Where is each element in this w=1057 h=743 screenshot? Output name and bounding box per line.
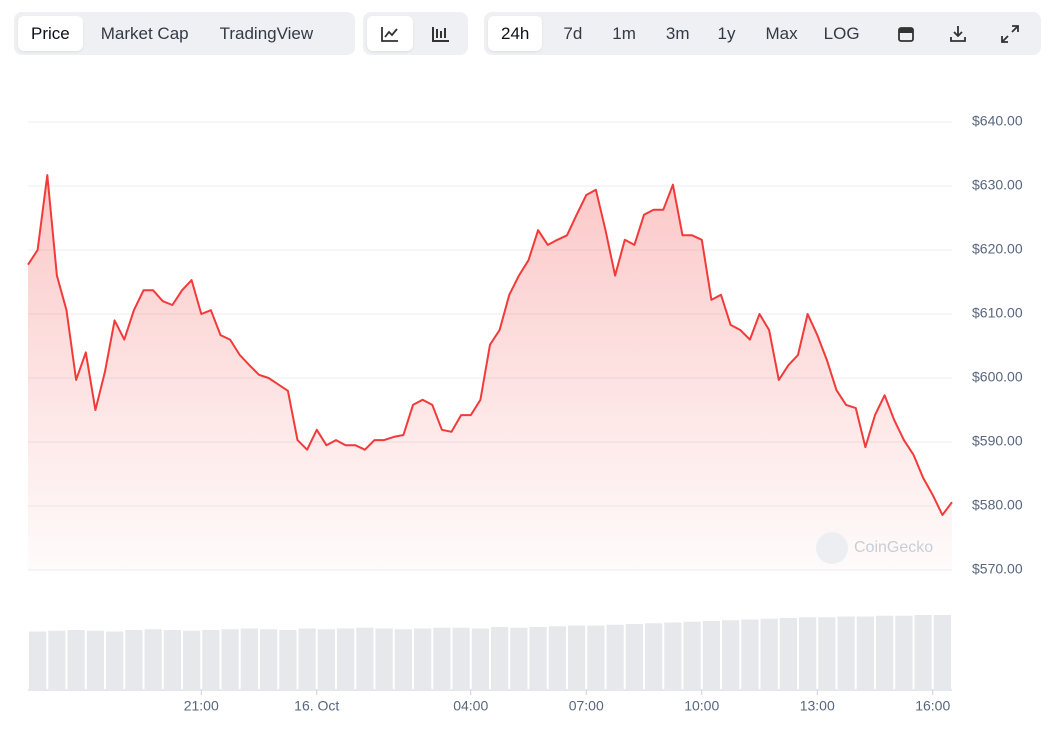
volume-bar bbox=[375, 628, 393, 690]
icon bbox=[1000, 24, 1019, 43]
watermark: CoinGecko bbox=[816, 532, 933, 564]
volume-bar bbox=[856, 616, 874, 690]
volume-bar bbox=[818, 617, 836, 690]
volume-bar bbox=[471, 628, 489, 690]
range-tabs: 24h 7d 1m 3m 1y Max LOG bbox=[484, 12, 1041, 55]
volume-bar bbox=[722, 620, 740, 690]
volume-bar bbox=[202, 630, 220, 690]
volume-bar bbox=[452, 627, 470, 690]
volume-bar bbox=[837, 616, 855, 690]
tab[interactable]: Market Cap bbox=[100, 23, 189, 43]
line-icon[interactable] bbox=[367, 16, 413, 51]
chart-style bbox=[363, 12, 468, 55]
volume-bar bbox=[317, 629, 335, 690]
price-line bbox=[27, 174, 953, 516]
volume-bar bbox=[760, 618, 778, 690]
volume-bar bbox=[125, 630, 143, 690]
volume-bar bbox=[260, 629, 278, 690]
volume-bar bbox=[67, 630, 85, 690]
volume-bar bbox=[914, 615, 932, 690]
watermark-text: CoinGecko bbox=[854, 539, 933, 556]
x-tick-label: 13:00 bbox=[800, 698, 835, 714]
volume-bar bbox=[433, 627, 451, 690]
volume-bar bbox=[625, 624, 643, 690]
range[interactable]: 1m bbox=[612, 23, 636, 43]
range[interactable]: LOG bbox=[823, 23, 860, 43]
y-tick-label: $590.00 bbox=[972, 433, 1023, 449]
volume-bar bbox=[240, 628, 258, 690]
volume-bar bbox=[664, 622, 682, 690]
range[interactable]: 3m bbox=[665, 23, 690, 43]
volume-bar bbox=[741, 619, 759, 690]
volume-bar bbox=[933, 615, 951, 690]
x-tick-label: 04:00 bbox=[453, 698, 488, 714]
volume-bar bbox=[394, 629, 412, 690]
candle-icon[interactable] bbox=[419, 16, 465, 51]
y-tick-label: $620.00 bbox=[972, 241, 1023, 257]
area bbox=[28, 175, 952, 570]
y-tick-label: $570.00 bbox=[972, 561, 1023, 577]
x-tick-label: 16. Oct bbox=[294, 698, 339, 714]
volume-bar bbox=[702, 621, 720, 690]
y-tick-label: $640.00 bbox=[972, 113, 1023, 129]
x-tick-label: 21:00 bbox=[184, 698, 219, 714]
volume-bar bbox=[548, 626, 566, 690]
icon bbox=[949, 25, 966, 42]
x-tick-label: 07:00 bbox=[569, 698, 604, 714]
volume-bar bbox=[414, 628, 432, 690]
y-tick-label: $580.00 bbox=[972, 497, 1023, 513]
icon bbox=[432, 26, 450, 42]
volume-bar bbox=[86, 630, 104, 690]
volume-bar bbox=[645, 623, 663, 690]
range[interactable]: 7d bbox=[563, 23, 583, 43]
volume-bar bbox=[529, 627, 547, 690]
volume-bar bbox=[337, 628, 355, 690]
volume-bar bbox=[279, 630, 297, 690]
volume-bar bbox=[587, 625, 605, 690]
volume-bar bbox=[491, 627, 509, 690]
range[interactable]: Max bbox=[765, 23, 798, 43]
calendar-icon[interactable] bbox=[881, 16, 931, 51]
volume-bar bbox=[106, 631, 124, 690]
volume-bar bbox=[779, 618, 797, 690]
volume-bar bbox=[606, 624, 624, 690]
icon bbox=[380, 26, 398, 42]
volume-bar bbox=[298, 628, 316, 690]
view-tabs: Price Market Cap TradingView bbox=[14, 12, 355, 55]
fullscreen-icon[interactable] bbox=[985, 16, 1035, 51]
volume-bar bbox=[144, 629, 162, 690]
volume-bar bbox=[356, 627, 374, 690]
range[interactable]: 24h bbox=[488, 16, 543, 51]
volume-bar bbox=[568, 625, 586, 690]
volume-bar bbox=[48, 630, 66, 690]
volume-bar bbox=[163, 630, 181, 690]
x-tick-label: 10:00 bbox=[684, 698, 719, 714]
y-tick-label: $600.00 bbox=[972, 369, 1023, 385]
tab[interactable]: TradingView bbox=[219, 23, 314, 43]
volume-bar bbox=[221, 629, 239, 690]
icon bbox=[897, 26, 914, 42]
volume-bar bbox=[683, 621, 701, 690]
volume-bar bbox=[799, 617, 817, 690]
volume-bar bbox=[183, 630, 201, 690]
y-tick-label: $630.00 bbox=[972, 177, 1023, 193]
volume-bar bbox=[29, 631, 47, 690]
tab[interactable]: Price bbox=[18, 16, 83, 51]
range[interactable]: 1y bbox=[717, 23, 736, 43]
volume-bar bbox=[876, 615, 894, 690]
download-icon[interactable] bbox=[933, 16, 983, 51]
x-tick-label: 16:00 bbox=[915, 698, 950, 714]
volume-bar bbox=[510, 627, 528, 690]
volume-bar bbox=[895, 615, 913, 690]
y-tick-label: $610.00 bbox=[972, 305, 1023, 321]
